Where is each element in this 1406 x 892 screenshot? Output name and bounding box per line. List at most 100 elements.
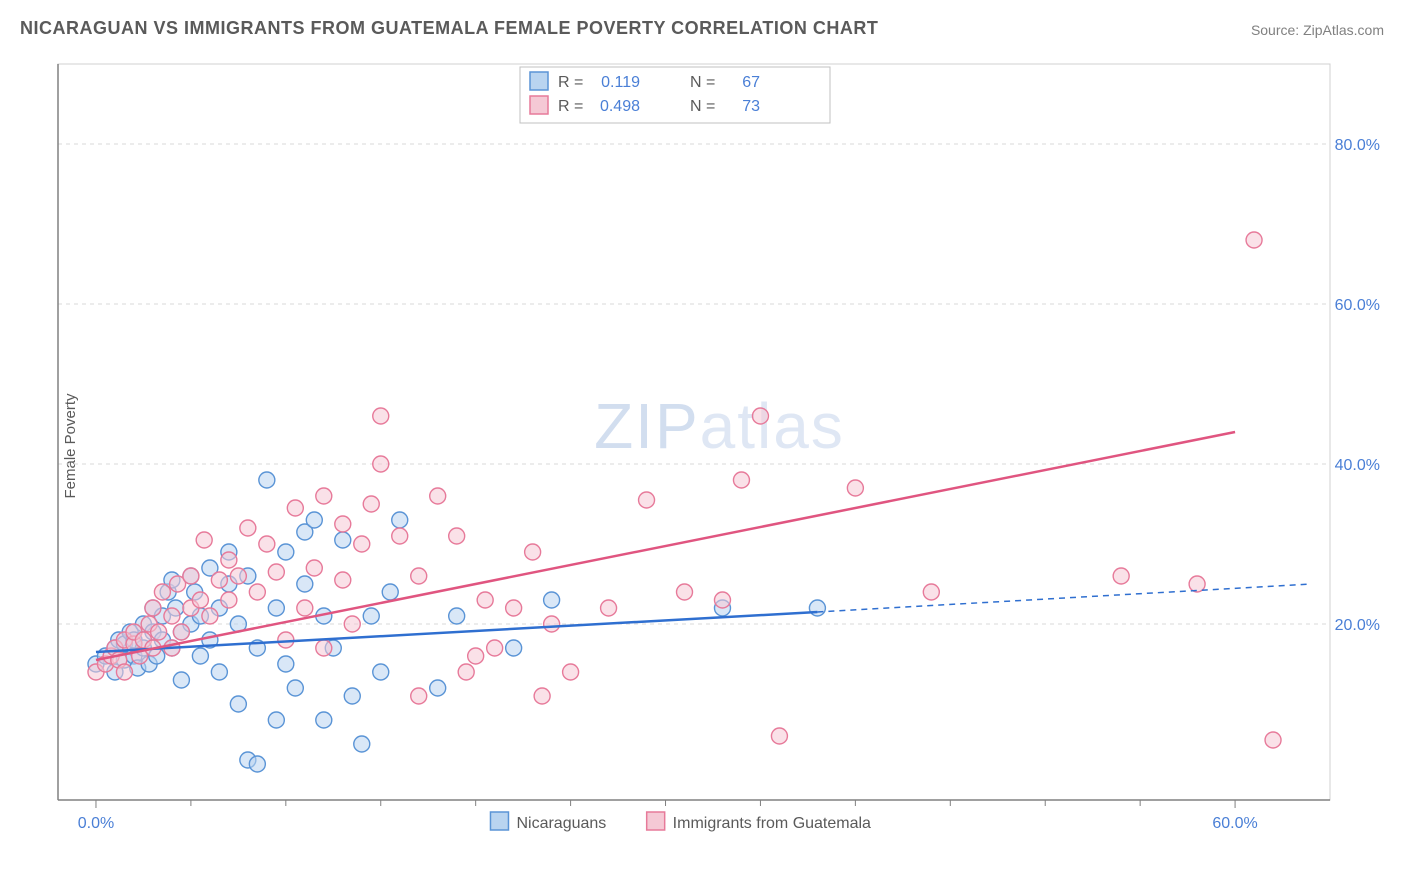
data-point	[506, 600, 522, 616]
data-point	[534, 688, 550, 704]
data-point	[1246, 232, 1262, 248]
data-point	[249, 584, 265, 600]
data-point	[430, 488, 446, 504]
data-point	[344, 616, 360, 632]
data-point	[154, 584, 170, 600]
data-point	[923, 584, 939, 600]
data-point	[714, 592, 730, 608]
data-point	[230, 568, 246, 584]
trend-line-extension	[817, 584, 1311, 612]
data-point	[525, 544, 541, 560]
data-point	[847, 480, 863, 496]
data-point	[363, 608, 379, 624]
data-point	[297, 576, 313, 592]
data-point	[211, 572, 227, 588]
data-point	[392, 528, 408, 544]
data-point	[771, 728, 787, 744]
data-point	[430, 680, 446, 696]
data-point	[192, 648, 208, 664]
y-tick-label: 20.0%	[1335, 617, 1380, 634]
data-point	[116, 664, 132, 680]
data-point	[221, 552, 237, 568]
data-point	[173, 624, 189, 640]
chart-title: NICARAGUAN VS IMMIGRANTS FROM GUATEMALA …	[20, 18, 878, 39]
data-point	[221, 592, 237, 608]
data-point	[411, 568, 427, 584]
y-tick-label: 40.0%	[1335, 457, 1380, 474]
data-point	[563, 664, 579, 680]
data-point	[601, 600, 617, 616]
data-point	[1265, 732, 1281, 748]
legend-n-label: N =	[690, 74, 715, 91]
data-point	[1113, 568, 1129, 584]
scatter-chart: ZIPatlas0.0%60.0%20.0%40.0%60.0%80.0%R =…	[50, 60, 1390, 840]
data-point	[297, 600, 313, 616]
data-point	[164, 608, 180, 624]
data-point	[196, 532, 212, 548]
legend-r-label: R =	[558, 98, 583, 115]
data-point	[268, 564, 284, 580]
data-point	[151, 624, 167, 640]
data-point	[373, 456, 389, 472]
legend-r-value: 0.498	[600, 98, 640, 115]
data-point	[449, 608, 465, 624]
data-point	[259, 536, 275, 552]
svg-text:ZIPatlas: ZIPatlas	[594, 390, 845, 462]
data-point	[287, 680, 303, 696]
y-tick-label: 60.0%	[1335, 297, 1380, 314]
data-point	[506, 640, 522, 656]
data-point	[392, 512, 408, 528]
data-point	[354, 536, 370, 552]
x-tick-label: 60.0%	[1212, 815, 1257, 832]
data-point	[192, 592, 208, 608]
data-point	[809, 600, 825, 616]
legend-r-value: 0.119	[601, 74, 640, 91]
data-point	[411, 688, 427, 704]
chart-area: ZIPatlas0.0%60.0%20.0%40.0%60.0%80.0%R =…	[50, 60, 1390, 840]
legend-swatch	[490, 812, 508, 830]
data-point	[373, 664, 389, 680]
data-point	[316, 712, 332, 728]
data-point	[382, 584, 398, 600]
data-point	[145, 600, 161, 616]
data-point	[544, 616, 560, 632]
data-point	[544, 592, 560, 608]
legend-r-label: R =	[558, 74, 583, 91]
x-tick-label: 0.0%	[78, 815, 114, 832]
legend-swatch	[530, 96, 548, 114]
data-point	[240, 520, 256, 536]
data-point	[278, 656, 294, 672]
data-point	[316, 640, 332, 656]
data-point	[344, 688, 360, 704]
data-point	[752, 408, 768, 424]
data-point	[335, 516, 351, 532]
data-point	[354, 736, 370, 752]
legend-n-value: 73	[742, 98, 760, 115]
data-point	[639, 492, 655, 508]
data-point	[183, 568, 199, 584]
data-point	[677, 584, 693, 600]
data-point	[259, 472, 275, 488]
data-point	[268, 600, 284, 616]
data-point	[363, 496, 379, 512]
data-point	[249, 756, 265, 772]
data-point	[173, 672, 189, 688]
data-point	[306, 512, 322, 528]
legend-series-label: Immigrants from Guatemala	[673, 815, 871, 832]
data-point	[268, 712, 284, 728]
data-point	[335, 532, 351, 548]
legend-n-value: 67	[742, 74, 760, 91]
data-point	[306, 560, 322, 576]
data-point	[733, 472, 749, 488]
data-point	[487, 640, 503, 656]
data-point	[278, 544, 294, 560]
legend-n-label: N =	[690, 98, 715, 115]
legend-series-label: Nicaraguans	[516, 815, 606, 832]
data-point	[468, 648, 484, 664]
data-point	[316, 488, 332, 504]
data-point	[477, 592, 493, 608]
data-point	[335, 572, 351, 588]
source-attribution: Source: ZipAtlas.com	[1251, 22, 1384, 38]
data-point	[230, 696, 246, 712]
data-point	[458, 664, 474, 680]
